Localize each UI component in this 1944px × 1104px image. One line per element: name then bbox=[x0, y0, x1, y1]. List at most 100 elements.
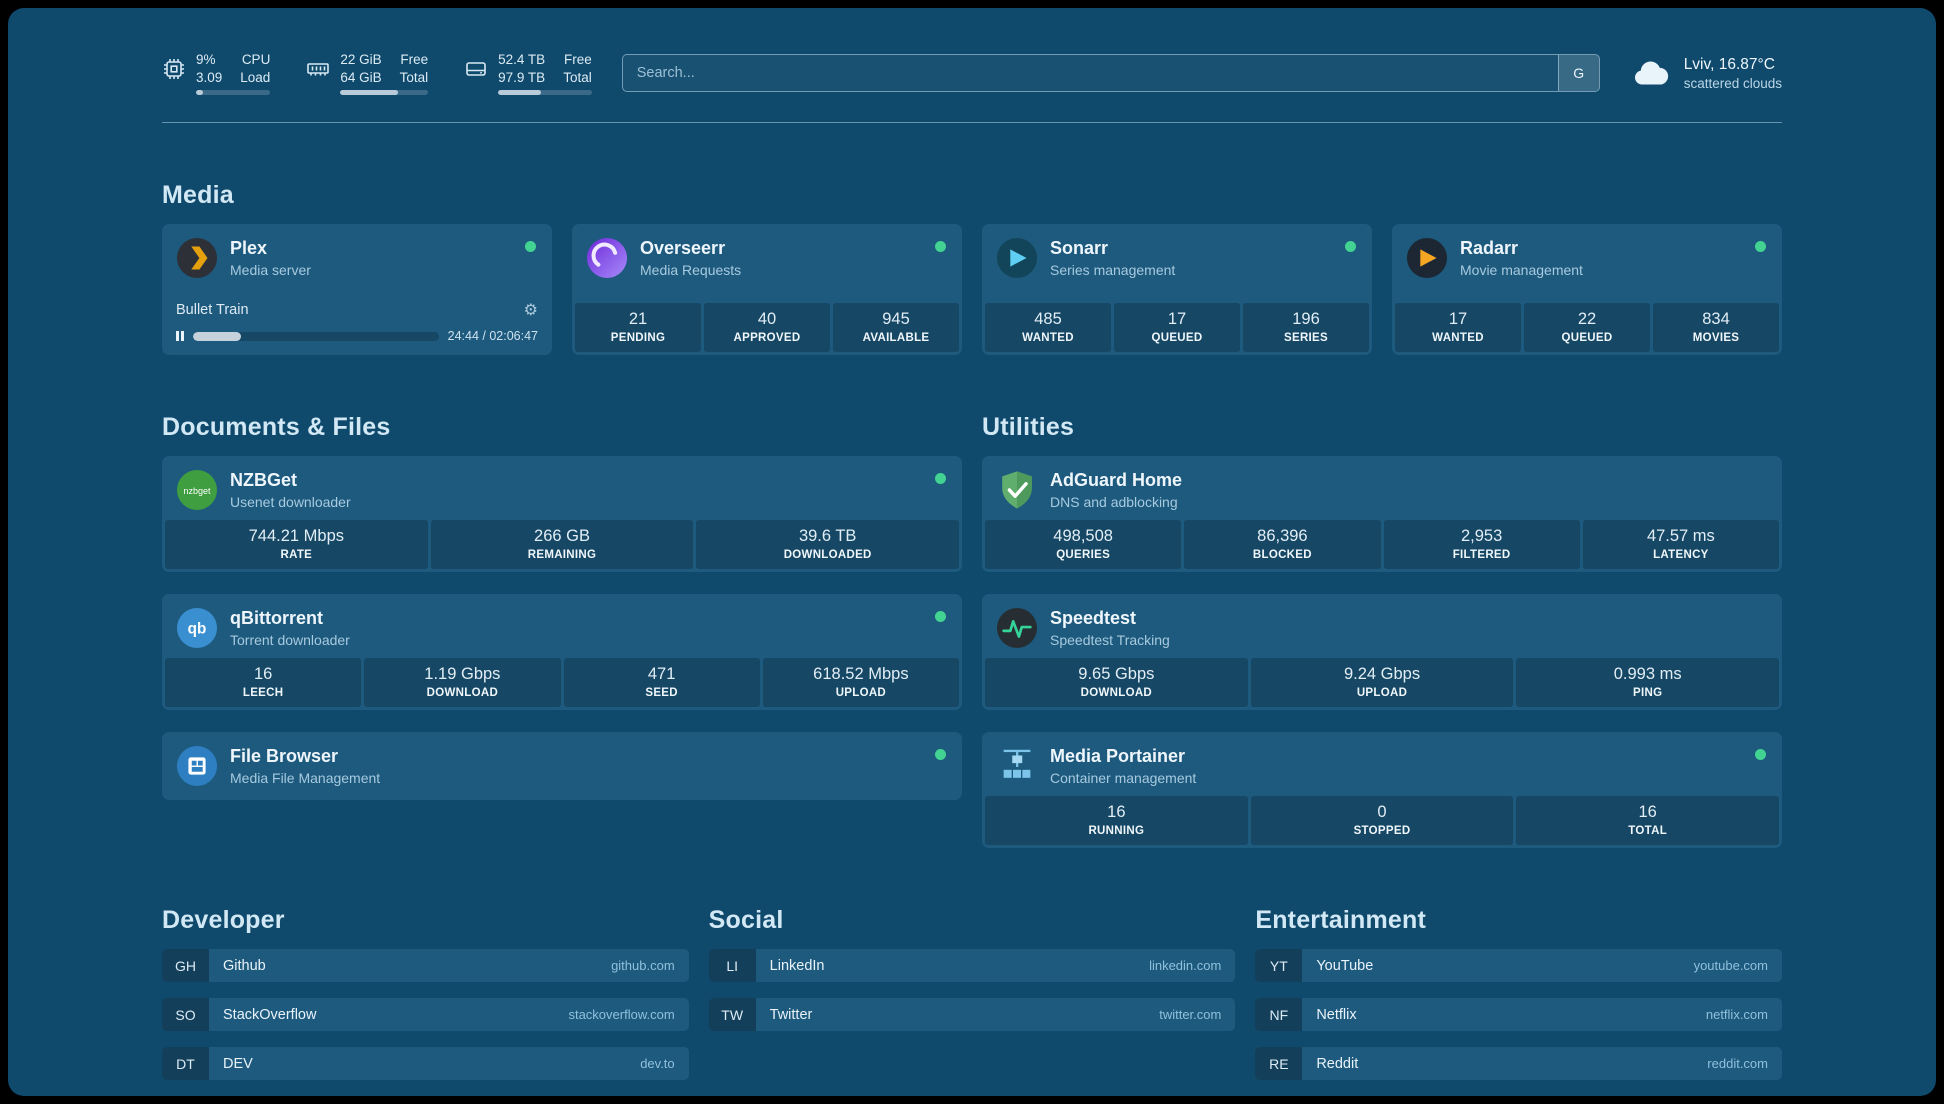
speedtest-icon bbox=[996, 607, 1038, 649]
stat-rate: 744.21 Mbps RATE bbox=[165, 520, 428, 569]
search-provider-button[interactable]: G bbox=[1557, 55, 1599, 91]
weather-widget: Lviv, 16.87°C scattered clouds bbox=[1630, 56, 1782, 91]
stat-available: 945 AVAILABLE bbox=[833, 303, 959, 352]
app-name: AdGuard Home bbox=[1050, 470, 1183, 491]
stat-queued: 17 QUEUED bbox=[1114, 303, 1240, 352]
bookmark-group-social: Social LI LinkedIn linkedin.com TW Twitt… bbox=[708, 848, 1236, 1031]
memory-widget: 22 GiB 64 GiB Free Total bbox=[306, 51, 429, 96]
svg-text:qb: qb bbox=[188, 621, 207, 638]
disk-icon bbox=[464, 57, 488, 81]
app-card-overseerr[interactable]: Overseerr Media Requests 21 PENDING 40 A… bbox=[572, 224, 962, 355]
app-card-speedtest[interactable]: Speedtest Speedtest Tracking 9.65 Gbps D… bbox=[982, 594, 1782, 710]
disk-free-label: Free bbox=[563, 51, 592, 67]
bookmark-twitter[interactable]: TW Twitter twitter.com bbox=[708, 998, 1236, 1031]
app-card-adguard[interactable]: AdGuard Home DNS and adblocking 498,508 … bbox=[982, 456, 1782, 572]
topbar: 9% 3.09 CPU Load bbox=[162, 44, 1782, 102]
bookmark-youtube[interactable]: YT YouTube youtube.com bbox=[1255, 949, 1782, 982]
status-dot bbox=[935, 749, 946, 760]
stat-queries: 498,508 QUERIES bbox=[985, 520, 1182, 569]
stat-download: 9.65 Gbps DOWNLOAD bbox=[985, 658, 1248, 707]
app-card-nzbget[interactable]: nzbget NZBGet Usenet downloader 744.21 M… bbox=[162, 456, 962, 572]
bookmark-abbr: TW bbox=[708, 998, 756, 1031]
stat-upload: 618.52 Mbps UPLOAD bbox=[762, 658, 959, 707]
bookmark-group-entertainment: Entertainment YT YouTube youtube.com NF … bbox=[1255, 848, 1782, 1080]
stat-approved: 40 APPROVED bbox=[704, 303, 830, 352]
bookmark-netflix[interactable]: NF Netflix netflix.com bbox=[1255, 998, 1782, 1031]
app-name: File Browser bbox=[230, 746, 339, 767]
status-dot bbox=[1345, 241, 1356, 252]
section-title-documents: Documents & Files bbox=[162, 413, 391, 441]
cpu-load: 3.09 bbox=[196, 69, 223, 85]
app-name: Sonarr bbox=[1050, 238, 1109, 259]
app-name: Speedtest bbox=[1050, 608, 1137, 629]
playback-progress-fill bbox=[193, 331, 242, 341]
bookmark-stackoverflow[interactable]: SO StackOverflow stackoverflow.com bbox=[162, 998, 689, 1031]
app-subtitle: Media server bbox=[230, 261, 311, 278]
disk-widget: 52.4 TB 97.9 TB Free Total bbox=[464, 51, 592, 96]
app-card-portainer[interactable]: Media Portainer Container management 16 … bbox=[982, 732, 1782, 848]
pause-icon[interactable] bbox=[176, 331, 179, 341]
bookmark-abbr: GH bbox=[162, 949, 209, 982]
bookmark-abbr: LI bbox=[708, 949, 756, 982]
cpu-progress-track bbox=[196, 90, 271, 96]
status-dot bbox=[935, 473, 946, 484]
stat-filtered: 2,953 FILTERED bbox=[1383, 520, 1580, 569]
app-card-radarr[interactable]: Radarr Movie management 17 WANTED 22 QUE… bbox=[1392, 224, 1782, 355]
app-name: Overseerr bbox=[640, 238, 726, 259]
portainer-icon bbox=[996, 745, 1038, 787]
section-title-social: Social bbox=[708, 906, 784, 934]
stat-download: 1.19 Gbps DOWNLOAD bbox=[364, 658, 561, 707]
bookmark-name: Netflix bbox=[1316, 1006, 1357, 1023]
stat-pending: 21 PENDING bbox=[575, 303, 701, 352]
app-subtitle: Movie management bbox=[1460, 261, 1583, 278]
section-media: Media Plex Media server bbox=[162, 181, 1782, 355]
settings-gear-icon[interactable]: ⚙ bbox=[523, 302, 538, 319]
app-card-plex[interactable]: Plex Media server Bullet Train ⚙ bbox=[162, 224, 552, 355]
bookmark-name: LinkedIn bbox=[769, 957, 825, 974]
stat-queued: 22 QUEUED bbox=[1524, 303, 1650, 352]
section-title-developer: Developer bbox=[162, 906, 285, 934]
now-playing-title: Bullet Train bbox=[176, 302, 249, 318]
disk-total: 97.9 TB bbox=[498, 69, 546, 85]
section-documents: Documents & Files nzbget NZBGet Usenet d… bbox=[162, 355, 962, 800]
section-title-entertainment: Entertainment bbox=[1255, 906, 1427, 934]
topbar-divider bbox=[162, 122, 1782, 123]
bookmark-reddit[interactable]: RE Reddit reddit.com bbox=[1255, 1047, 1782, 1080]
stat-blocked: 86,396 BLOCKED bbox=[1184, 520, 1381, 569]
memory-total: 64 GiB bbox=[340, 69, 382, 85]
bookmark-domain: reddit.com bbox=[1707, 1056, 1768, 1071]
section-title-media: Media bbox=[162, 181, 234, 209]
app-subtitle: DNS and adblocking bbox=[1050, 493, 1178, 510]
status-dot bbox=[935, 241, 946, 252]
disk-free: 52.4 TB bbox=[498, 51, 546, 67]
app-subtitle: Series management bbox=[1050, 261, 1176, 278]
adguard-icon bbox=[996, 469, 1038, 511]
cpu-percent: 9% bbox=[196, 51, 216, 67]
radarr-icon bbox=[1406, 237, 1448, 279]
bookmark-dev[interactable]: DT DEV dev.to bbox=[162, 1047, 689, 1080]
app-card-filebrowser[interactable]: File Browser Media File Management bbox=[162, 732, 962, 800]
app-card-qbittorrent[interactable]: qb qBittorrent Torrent downloader 16 LEE… bbox=[162, 594, 962, 710]
stat-wanted: 485 WANTED bbox=[985, 303, 1111, 352]
app-subtitle: Media File Management bbox=[230, 769, 381, 786]
bookmark-abbr: DT bbox=[162, 1047, 209, 1080]
memory-progress-fill bbox=[340, 90, 399, 96]
stat-series: 196 SERIES bbox=[1243, 303, 1369, 352]
stat-stopped: 0 STOPPED bbox=[1250, 796, 1514, 845]
memory-free: 22 GiB bbox=[340, 51, 382, 67]
dashboard-panel: 9% 3.09 CPU Load bbox=[8, 8, 1936, 1096]
search-input[interactable] bbox=[622, 55, 1558, 91]
stat-ping: 0.993 ms PING bbox=[1516, 658, 1780, 707]
app-card-sonarr[interactable]: Sonarr Series management 485 WANTED 17 Q… bbox=[982, 224, 1372, 355]
sonarr-icon bbox=[996, 237, 1038, 279]
weather-condition: scattered clouds bbox=[1683, 75, 1782, 91]
playback-progress-track[interactable] bbox=[193, 331, 439, 341]
bookmark-github[interactable]: GH Github github.com bbox=[162, 949, 689, 982]
app-name: NZBGet bbox=[230, 470, 297, 491]
app-name: Media Portainer bbox=[1050, 746, 1186, 767]
bookmark-domain: stackoverflow.com bbox=[568, 1007, 675, 1022]
bookmark-linkedin[interactable]: LI LinkedIn linkedin.com bbox=[708, 949, 1236, 982]
plex-icon bbox=[176, 237, 218, 279]
bookmark-domain: youtube.com bbox=[1693, 958, 1768, 973]
disk-progress-track bbox=[498, 90, 592, 96]
